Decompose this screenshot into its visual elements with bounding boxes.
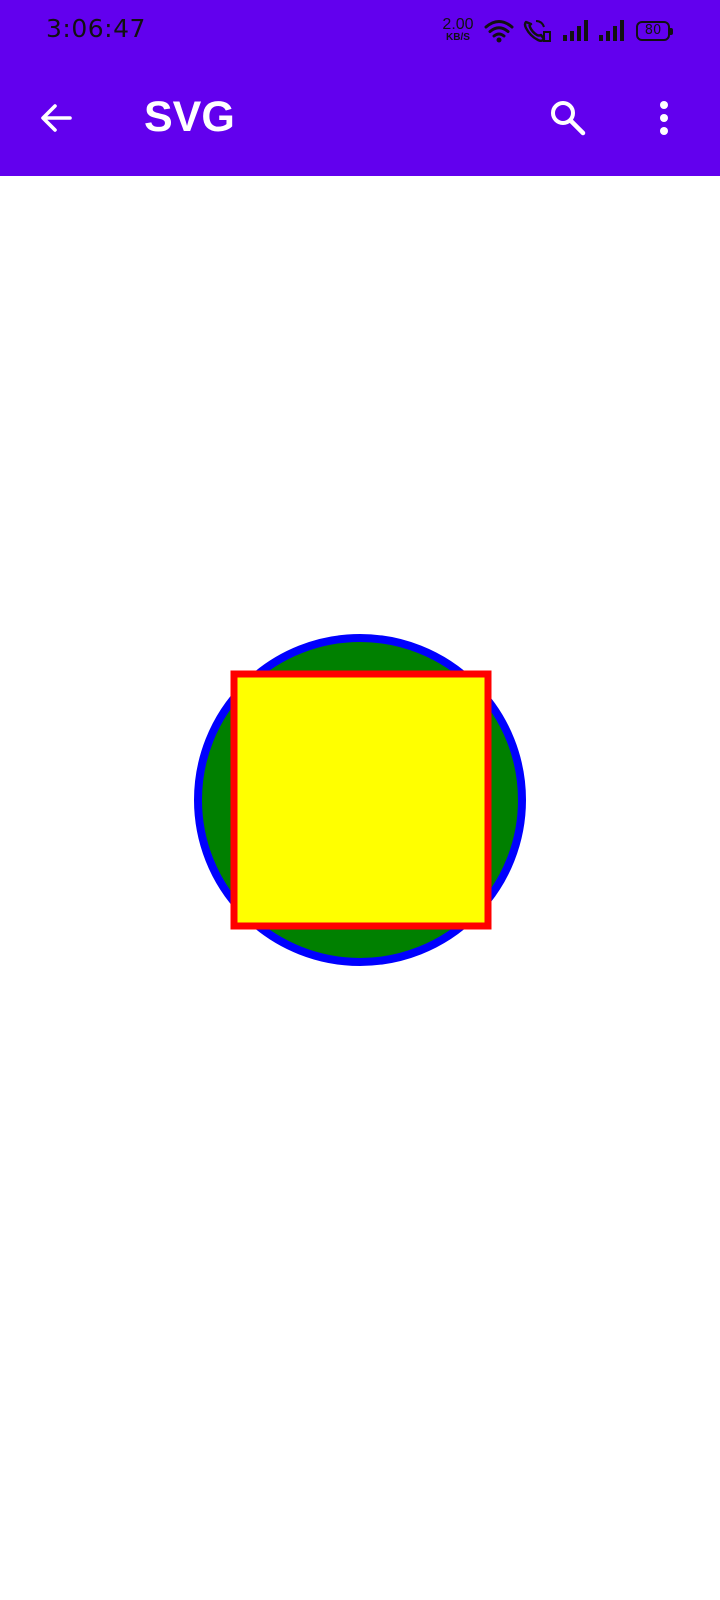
wifi-icon [484, 20, 514, 43]
network-speed: 2.00 KB/S [438, 17, 478, 43]
volte-call-icon [523, 20, 551, 42]
page-title: SVG [144, 93, 235, 141]
signal-icon [599, 20, 624, 41]
status-bar: 3:06:47 2.00 KB/S [0, 0, 720, 64]
search-icon [551, 101, 586, 136]
app-bar: SVG [0, 64, 720, 176]
network-speed-unit: KB/S [446, 32, 470, 43]
overflow-menu-button[interactable] [636, 90, 692, 146]
search-button[interactable] [540, 90, 596, 146]
more-vertical-icon [660, 101, 668, 135]
battery-indicator: 80 [636, 21, 673, 41]
back-button[interactable] [28, 90, 84, 146]
content-area [0, 176, 720, 1600]
yellow-square [230, 670, 492, 930]
status-time: 3:06:47 [46, 14, 146, 43]
battery-level: 80 [644, 23, 662, 38]
network-speed-value: 2.00 [442, 16, 474, 33]
svg-illustration [194, 634, 526, 966]
arrow-left-icon [41, 104, 72, 132]
signal-icon [563, 20, 588, 41]
